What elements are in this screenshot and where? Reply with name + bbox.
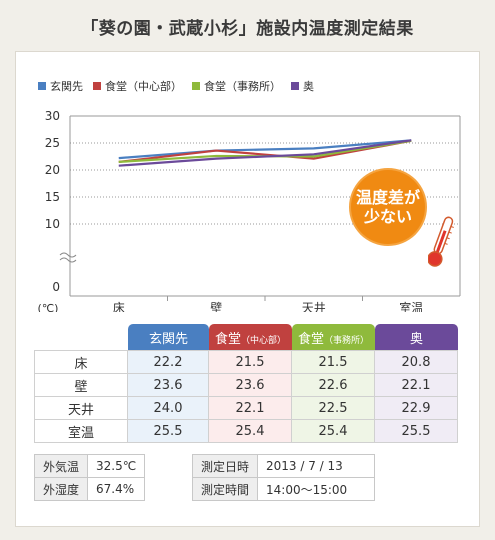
row-label: 天井: [34, 397, 128, 420]
table-cell: 22.2: [128, 350, 209, 374]
page-title: 「葵の園・武蔵小杉」施設内温度測定結果: [81, 19, 414, 39]
temperature-table-wrapper: 玄関先 食堂（中心部） 食堂（事務所） 奥 床 22.2: [34, 324, 458, 443]
table-row: 壁 23.6 23.6 22.6 22.1: [34, 374, 458, 397]
y-tick-label: 25: [45, 136, 60, 150]
table-row: 床 22.2 21.5 21.5 20.8: [34, 350, 458, 374]
table-cell: 25.5: [128, 420, 209, 443]
legend-swatch: [192, 82, 200, 90]
table-cell: 22.5: [292, 397, 375, 420]
legend-label: 玄関先: [50, 80, 83, 93]
y-tick-label: 0: [52, 280, 60, 294]
outdoor-humidity-row: 外湿度 67.4%: [33, 477, 146, 501]
y-tick-label: 30: [45, 109, 60, 123]
chart-card: 玄関先 食堂 （中心部） 食堂 （事務所） 奥 30 25 20 15 10 0 (℃) 床壁天井…: [15, 51, 480, 527]
table-corner: [34, 324, 128, 350]
x-tick-label: 天井: [302, 301, 326, 312]
table-cell: 23.6: [209, 374, 292, 397]
temperature-difference-badge: 温度差が 少ない: [351, 170, 425, 244]
legend-item-dining-office: 食堂 （事務所）: [192, 78, 281, 94]
legend-note: （事務所）: [226, 80, 281, 93]
column-header-back: 奥: [375, 324, 458, 350]
table-cell: 25.4: [292, 420, 375, 443]
row-label: 室温: [34, 420, 128, 443]
series-line: [118, 139, 412, 167]
table-cell: 22.9: [375, 397, 458, 420]
row-label: 壁: [34, 374, 128, 397]
measurement-date-row: 測定日時 2013 / 7 / 13: [191, 454, 376, 478]
measurement-time-label: 測定時間: [191, 477, 259, 501]
measurement-date-value: 2013 / 7 / 13: [257, 454, 376, 478]
table-cell: 22.6: [292, 374, 375, 397]
column-header-label: 奥: [409, 331, 423, 347]
table-cell: 22.1: [209, 397, 292, 420]
table-row: 天井 24.0 22.1 22.5 22.9: [34, 397, 458, 420]
y-unit-label: (℃): [38, 302, 59, 312]
temperature-table: 玄関先 食堂（中心部） 食堂（事務所） 奥 床 22.2: [34, 324, 458, 443]
outdoor-temp-row: 外気温 32.5℃: [33, 454, 146, 478]
column-header-entrance: 玄関先: [128, 324, 209, 350]
legend-swatch: [291, 82, 299, 90]
table-cell: 21.5: [292, 350, 375, 374]
table-cell: 25.5: [375, 420, 458, 443]
table-row: 室温 25.5 25.4 25.4 25.5: [34, 420, 458, 443]
table-cell: 25.4: [209, 420, 292, 443]
legend-swatch: [93, 82, 101, 90]
axis-break-mark: [59, 252, 77, 258]
badge-line-2: 少ない: [363, 207, 412, 226]
legend-note: （中心部）: [127, 80, 182, 93]
measurement-table: 測定日時 2013 / 7 / 13 測定時間 14:00～15:00: [191, 454, 376, 501]
badge-line-1: 温度差が: [355, 188, 420, 207]
column-header-sub: （事務所）: [324, 335, 370, 346]
legend-label: 奥: [303, 80, 314, 93]
y-tick-label: 15: [45, 190, 60, 204]
line-chart: 30 25 20 15 10 0 (℃) 床 壁 天井 室温: [38, 109, 461, 312]
legend-swatch: [38, 82, 46, 90]
y-tick-label: 20: [45, 163, 60, 177]
column-header-label: 食堂: [214, 331, 241, 347]
table-cell: 24.0: [128, 397, 209, 420]
table-cell: 20.8: [375, 350, 458, 374]
table-cell: 22.1: [375, 374, 458, 397]
measurement-date-label: 測定日時: [191, 454, 259, 478]
outdoor-humidity-label: 外湿度: [33, 477, 89, 501]
axis-break-mark: [59, 257, 77, 263]
outdoor-temp-label: 外気温: [33, 454, 89, 478]
column-header-label: 玄関先: [148, 331, 188, 347]
row-label: 床: [34, 350, 128, 374]
legend-item-back: 奥: [291, 78, 314, 94]
outdoor-conditions-table: 外気温 32.5℃ 外湿度 67.4%: [33, 454, 146, 501]
column-header-dining-center: 食堂（中心部）: [209, 324, 292, 350]
measurement-time-value: 14:00～15:00: [257, 477, 376, 501]
legend-item-dining-center: 食堂 （中心部）: [93, 78, 182, 94]
y-tick-label: 10: [45, 217, 60, 231]
chart-legend: 玄関先 食堂 （中心部） 食堂 （事務所） 奥: [38, 78, 324, 94]
table-cell: 23.6: [128, 374, 209, 397]
table-cell: 21.5: [209, 350, 292, 374]
outdoor-temp-value: 32.5℃: [87, 454, 146, 478]
x-tick-label: 床: [113, 301, 125, 312]
column-header-sub: （中心部）: [241, 335, 287, 346]
legend-label: 食堂: [204, 80, 226, 93]
thermometer-icon: [428, 216, 454, 267]
column-header-label: 食堂: [297, 331, 324, 347]
x-tick-label: 壁: [210, 300, 222, 312]
legend-label: 食堂: [105, 80, 127, 93]
x-tick-label: 室温: [399, 300, 423, 312]
series-line: [118, 139, 412, 160]
legend-item-entrance: 玄関先: [38, 78, 83, 94]
column-header-dining-office: 食堂（事務所）: [292, 324, 375, 350]
measurement-time-row: 測定時間 14:00～15:00: [191, 477, 376, 501]
outdoor-humidity-value: 67.4%: [87, 477, 146, 501]
